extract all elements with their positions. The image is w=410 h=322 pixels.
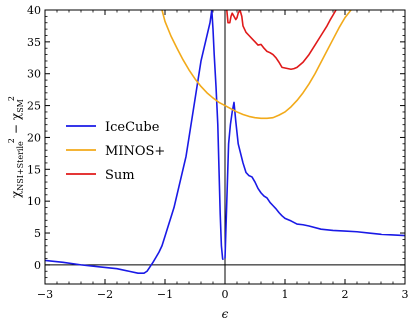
x-tick-label: 1 [282,288,289,301]
y-tick-label: 35 [27,36,41,49]
series-line-sum [226,10,337,71]
y-label-minus: − [9,124,23,134]
x-tick-label: −2 [97,288,113,301]
series-line-icecube [45,10,224,274]
y-label-main-2: χ [9,112,23,120]
x-axis-label: ϵ [222,307,229,321]
y-label-sub-2: SM [16,99,25,113]
plot-frame [44,9,406,285]
y-axis-label: χNSI+Sterile2−χSM2 [7,96,25,198]
x-tick-label: 0 [222,288,229,301]
y-tick-label: 0 [34,259,41,272]
y-tick-label: 10 [27,195,41,208]
x-tick-label: −3 [37,288,53,301]
lines-layer [45,10,405,284]
legend: IceCube MINOS+ Sum [66,120,165,183]
y-tick-label: 5 [34,227,41,240]
x-tick-label: 3 [402,288,409,301]
y-tick-label: 40 [27,4,41,17]
series-line-minos- [161,10,352,120]
y-tick-label: 25 [27,100,41,113]
legend-label: IceCube [105,120,160,135]
y-label-sub-1: NSI+Sterile [16,141,25,191]
legend-label: Sum [105,168,135,183]
y-label-main-1: χ [9,190,23,198]
y-label-sup-1: 2 [7,138,16,143]
x-tick-label: −1 [157,288,173,301]
series-line-icecube-right [224,101,405,259]
x-tick-label: 2 [342,288,349,301]
y-label-sup-2: 2 [7,96,16,101]
y-tick-label: 15 [27,163,41,176]
y-tick-label: 30 [27,68,41,81]
y-tick-label: 20 [27,131,41,144]
legend-label: MINOS+ [105,144,165,159]
